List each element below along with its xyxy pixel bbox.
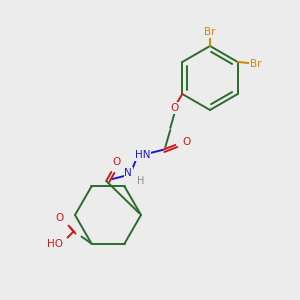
- Text: H: H: [136, 176, 144, 186]
- Text: O: O: [170, 103, 178, 113]
- Text: Br: Br: [204, 27, 216, 37]
- Text: N: N: [124, 168, 132, 178]
- Text: HO: HO: [47, 238, 64, 249]
- Text: O: O: [56, 213, 64, 223]
- Text: O: O: [112, 157, 120, 167]
- Text: HN: HN: [134, 150, 150, 160]
- Text: O: O: [182, 137, 190, 147]
- Text: Br: Br: [250, 59, 262, 69]
